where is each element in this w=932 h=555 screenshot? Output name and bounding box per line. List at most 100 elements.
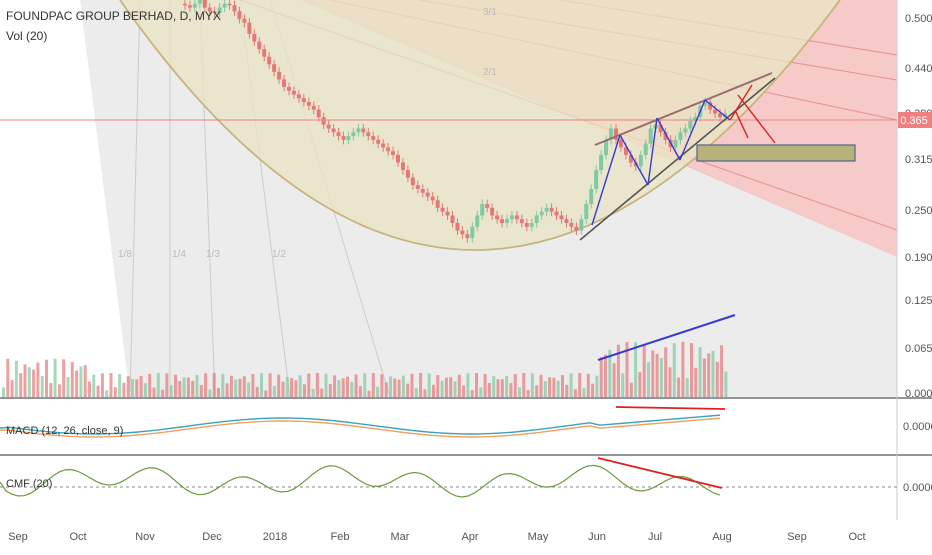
volume-bar[interactable]: [315, 373, 319, 397]
candle-body[interactable]: [455, 222, 460, 231]
candle-body[interactable]: [663, 132, 668, 140]
candle-body[interactable]: [460, 230, 465, 235]
candle-body[interactable]: [272, 64, 277, 72]
volume-bar[interactable]: [156, 373, 160, 397]
volume-bar[interactable]: [255, 386, 259, 397]
volume-bar[interactable]: [608, 349, 612, 397]
candle-body[interactable]: [277, 71, 282, 80]
volume-bar[interactable]: [49, 383, 53, 397]
volume-bar[interactable]: [341, 378, 345, 397]
volume-bar[interactable]: [436, 375, 440, 397]
volume-bar[interactable]: [552, 377, 556, 397]
volume-bar[interactable]: [707, 353, 711, 397]
volume-bar[interactable]: [143, 383, 147, 397]
candle-body[interactable]: [440, 207, 445, 212]
volume-bar[interactable]: [320, 388, 324, 397]
candle-body[interactable]: [217, 7, 222, 13]
volume-bar[interactable]: [260, 373, 263, 397]
volume-bar[interactable]: [126, 376, 130, 397]
volume-bar[interactable]: [109, 373, 113, 397]
volume-bar[interactable]: [475, 373, 478, 397]
volume-bar[interactable]: [677, 377, 681, 397]
volume-bar[interactable]: [217, 387, 220, 397]
candle-body[interactable]: [257, 41, 262, 50]
candle-body[interactable]: [569, 222, 574, 227]
candle-body[interactable]: [490, 207, 495, 216]
candle-body[interactable]: [247, 22, 252, 35]
candle-body[interactable]: [693, 117, 698, 121]
candle-body[interactable]: [222, 3, 227, 8]
candle-body[interactable]: [470, 226, 475, 239]
volume-bar[interactable]: [539, 374, 543, 397]
volume-bar[interactable]: [440, 380, 444, 397]
volume-bar[interactable]: [500, 379, 504, 397]
candle-body[interactable]: [688, 120, 693, 129]
volume-bar[interactable]: [724, 371, 728, 397]
candle-body[interactable]: [202, 0, 207, 8]
volume-bar[interactable]: [178, 381, 182, 397]
volume-bar[interactable]: [522, 373, 526, 397]
volume-bar[interactable]: [604, 354, 607, 397]
volume-bar[interactable]: [186, 377, 190, 397]
volume-bar[interactable]: [616, 344, 620, 397]
candle-body[interactable]: [400, 162, 405, 171]
candle-body[interactable]: [371, 136, 376, 140]
volume-bar[interactable]: [548, 377, 552, 397]
candle-body[interactable]: [351, 132, 356, 137]
candle-body[interactable]: [450, 215, 455, 223]
volume-bar[interactable]: [702, 358, 706, 397]
candle-body[interactable]: [381, 143, 386, 148]
volume-bar[interactable]: [483, 373, 487, 397]
volume-bar[interactable]: [251, 374, 255, 397]
volume-bar[interactable]: [582, 388, 586, 397]
volume-bar[interactable]: [384, 382, 388, 397]
volume-bar[interactable]: [79, 366, 83, 397]
candle-body[interactable]: [718, 113, 723, 118]
candle-body[interactable]: [445, 211, 450, 216]
volume-bar[interactable]: [612, 363, 616, 397]
candle-body[interactable]: [559, 215, 564, 220]
volume-bar[interactable]: [556, 380, 560, 397]
volume-bar[interactable]: [96, 385, 100, 397]
candle-body[interactable]: [207, 7, 212, 12]
candle-body[interactable]: [623, 147, 628, 155]
volume-bar[interactable]: [83, 365, 87, 397]
volume-bar[interactable]: [10, 380, 14, 397]
volume-bar[interactable]: [53, 358, 57, 397]
volume-bar[interactable]: [526, 390, 530, 397]
candle-body[interactable]: [594, 170, 599, 189]
volume-bar[interactable]: [595, 375, 599, 397]
volume-bar[interactable]: [466, 373, 470, 397]
volume-bar[interactable]: [268, 373, 272, 397]
volume-bar[interactable]: [333, 375, 337, 397]
candle-body[interactable]: [524, 222, 529, 227]
candle-body[interactable]: [341, 136, 346, 140]
volume-bar[interactable]: [311, 388, 315, 397]
candle-body[interactable]: [336, 132, 341, 137]
volume-bar[interactable]: [376, 386, 380, 397]
volume-bar[interactable]: [199, 385, 203, 397]
candle-body[interactable]: [609, 128, 614, 140]
candle-body[interactable]: [405, 170, 410, 178]
volume-bar[interactable]: [36, 362, 40, 397]
candle-body[interactable]: [296, 94, 301, 99]
candle-body[interactable]: [480, 204, 485, 216]
candle-body[interactable]: [242, 18, 247, 23]
volume-bar[interactable]: [518, 387, 521, 397]
candle-body[interactable]: [306, 102, 311, 106]
candle-body[interactable]: [415, 185, 420, 189]
volume-bar[interactable]: [578, 373, 582, 397]
volume-bar[interactable]: [569, 373, 573, 397]
volume-bar[interactable]: [492, 376, 496, 397]
volume-bar[interactable]: [647, 362, 650, 397]
volume-bar[interactable]: [118, 374, 122, 397]
candle-body[interactable]: [485, 204, 490, 208]
volume-bar[interactable]: [470, 390, 474, 397]
candle-body[interactable]: [410, 177, 415, 186]
volume-bar[interactable]: [685, 378, 689, 397]
volume-bar[interactable]: [281, 381, 285, 397]
volume-pane[interactable]: [2, 314, 736, 397]
candle-body[interactable]: [628, 154, 633, 163]
candle-body[interactable]: [237, 11, 242, 19]
candle-body[interactable]: [396, 154, 400, 163]
